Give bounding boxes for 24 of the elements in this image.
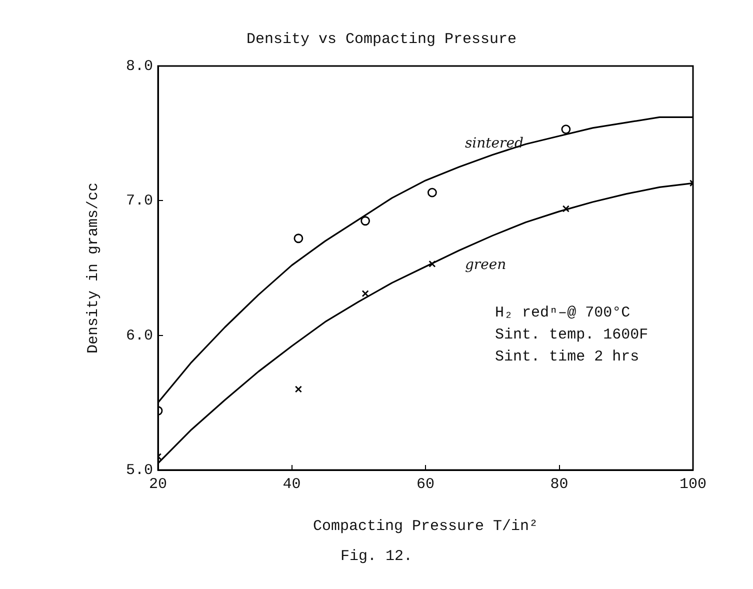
- point: [561, 124, 571, 134]
- x-tick-label: 80: [550, 476, 568, 493]
- x-tick-label: 40: [282, 476, 301, 493]
- point: [562, 205, 570, 212]
- y-tick-label: 8.0: [126, 58, 154, 75]
- chart-title: Density vs Compacting Pressure: [246, 30, 517, 48]
- annotation: Sint. time 2 hrs: [495, 348, 640, 366]
- point: [428, 260, 436, 268]
- y-tick-label: 7.0: [126, 192, 154, 210]
- x-tick-label: 100: [679, 476, 707, 493]
- annotation: Sint. temp. 1600F: [495, 326, 648, 344]
- point: [294, 234, 304, 244]
- annotation: H₂ redⁿ–@ 700°C: [495, 304, 630, 322]
- point: [362, 290, 369, 298]
- y-axis-title: Density in grams/cc: [84, 182, 102, 354]
- point: [294, 386, 302, 393]
- series-label: green: [464, 257, 506, 274]
- series-label: sintered: [464, 136, 524, 152]
- point: [360, 216, 370, 226]
- x-axis-title: Compacting Pressure T/in²: [312, 518, 538, 535]
- y-tick-label: 6.0: [126, 327, 154, 344]
- caption: Fig. 12.: [339, 548, 414, 565]
- x-tick-label: 60: [416, 476, 435, 493]
- point: [427, 188, 437, 198]
